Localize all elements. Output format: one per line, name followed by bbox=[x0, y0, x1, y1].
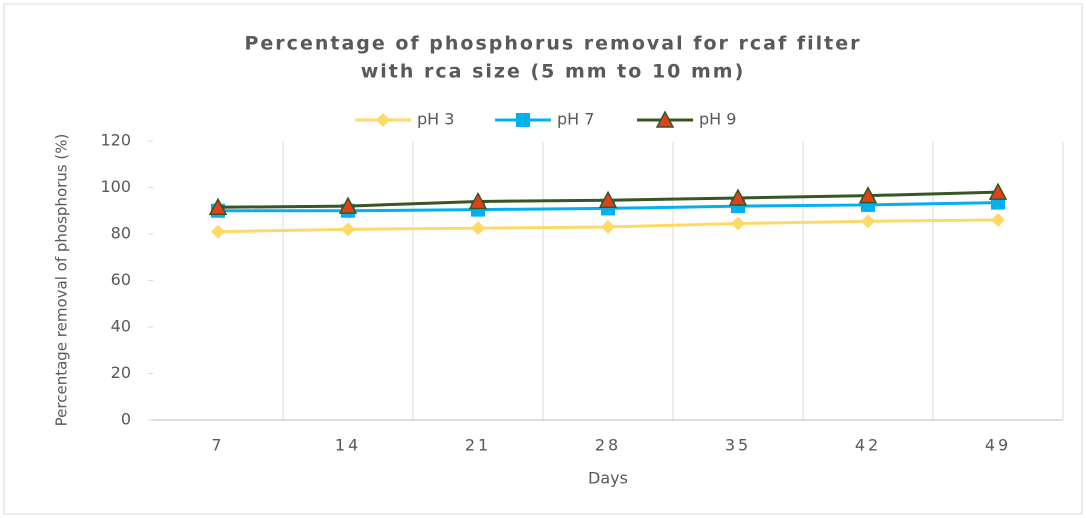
marker bbox=[338, 196, 358, 214]
y-axis-label: Percentage removal of phosphorus (%) bbox=[53, 134, 71, 427]
chart-title: with rca size (5 mm to 10 mm) bbox=[361, 61, 746, 83]
marker bbox=[655, 110, 675, 128]
marker bbox=[471, 221, 485, 236]
marker bbox=[468, 191, 488, 210]
y-tick-label: 120 bbox=[100, 131, 131, 150]
marker bbox=[731, 216, 745, 231]
y-tick-label: 100 bbox=[100, 177, 131, 196]
x-axis-label: Days bbox=[588, 469, 628, 488]
marker bbox=[516, 113, 530, 127]
x-tick-label: 21 bbox=[465, 436, 491, 455]
marker bbox=[601, 220, 615, 235]
x-tick-label: 28 bbox=[595, 436, 621, 455]
legend-label: pH 7 bbox=[557, 110, 594, 129]
x-tick-label: 14 bbox=[335, 436, 361, 455]
y-tick-label: 40 bbox=[111, 317, 131, 336]
legend-label: pH 3 bbox=[417, 110, 454, 129]
marker bbox=[341, 222, 355, 237]
y-tick-label: 0 bbox=[121, 410, 131, 429]
x-tick-label: 35 bbox=[725, 436, 751, 455]
marker bbox=[858, 186, 878, 204]
marker bbox=[598, 190, 618, 209]
marker bbox=[208, 197, 228, 216]
legend-label: pH 9 bbox=[699, 110, 736, 129]
x-tick-label: 42 bbox=[855, 436, 881, 455]
marker bbox=[861, 214, 875, 229]
y-tick-label: 20 bbox=[111, 363, 131, 382]
marker bbox=[211, 224, 225, 239]
marker bbox=[728, 188, 748, 206]
marker bbox=[991, 213, 1005, 228]
x-tick-label: 49 bbox=[985, 436, 1011, 455]
marker bbox=[988, 182, 1008, 200]
chart-title: Percentage of phosphorus removal for rca… bbox=[245, 33, 862, 55]
y-tick-label: 60 bbox=[111, 270, 131, 289]
y-tick-label: 80 bbox=[111, 224, 131, 243]
x-tick-label: 7 bbox=[211, 436, 224, 455]
marker bbox=[376, 113, 390, 127]
